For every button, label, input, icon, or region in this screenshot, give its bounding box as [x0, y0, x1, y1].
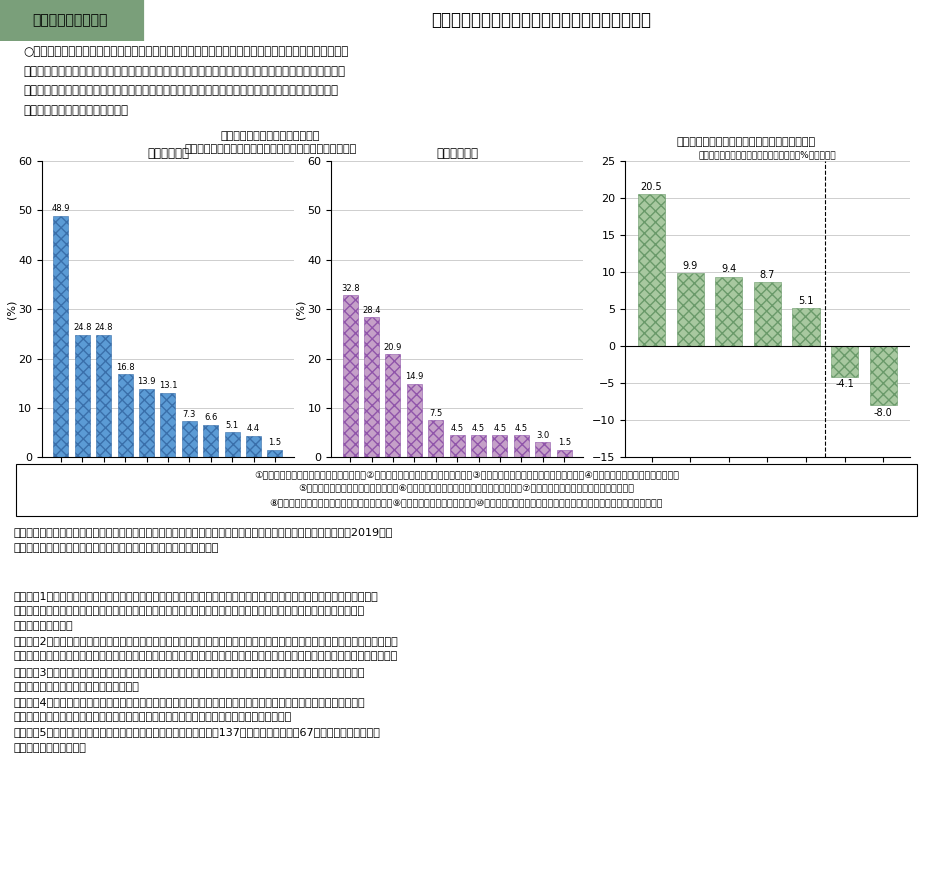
Bar: [268, 450, 283, 457]
Text: 1.5: 1.5: [269, 438, 282, 448]
Title: （「人手不足企業」－「人手適当企業」・%ポイント）: （「人手不足企業」－「人手適当企業」・%ポイント）: [699, 150, 836, 159]
Text: 4.5: 4.5: [515, 423, 528, 433]
Text: （注）　1）「３年先を見据えた際に労働生産性の向上に取り組む予定か」という問に対して、「ほとんど取り組まない」
　　　　　「取り組まない・取り組めない」と回答し: （注） 1）「３年先を見据えた際に労働生産性の向上に取り組む予定か」という問に対…: [14, 591, 398, 753]
Text: 資料出所　（独）労働政策研究・研修機構「人手不足等をめぐる現状と働き方等に関する調査（企業調査票）」（2019年）
　　　　　の個票を厚生労働省政策統括官付政策: 資料出所 （独）労働政策研究・研修機構「人手不足等をめぐる現状と働き方等に関する…: [14, 527, 394, 553]
Bar: [514, 436, 529, 457]
Text: 16.8: 16.8: [116, 363, 134, 372]
Bar: [536, 442, 550, 457]
Title: 人手適当企業: 人手適当企業: [436, 147, 479, 160]
Bar: [716, 277, 743, 347]
Y-axis label: (%): (%): [7, 300, 17, 319]
Bar: [203, 425, 218, 457]
Text: 第２－（１）－９図: 第２－（１）－９図: [33, 13, 107, 28]
Bar: [96, 334, 111, 457]
Text: 13.1: 13.1: [159, 381, 177, 390]
Text: 24.8: 24.8: [94, 323, 113, 333]
Bar: [364, 317, 379, 457]
Bar: [676, 273, 703, 347]
Text: 4.5: 4.5: [451, 423, 464, 433]
Bar: [471, 436, 486, 457]
Text: ①有効な取り組み方法が分からないため、②段階的に事業廃止を進めていくため、③事業の方向性を見直す予定であるため、④日々の業務遂行で精一杯のため、
⑤ノウハウを持: ①有効な取り組み方法が分からないため、②段階的に事業廃止を進めていくため、③事業…: [254, 470, 679, 507]
Text: 20.9: 20.9: [383, 342, 402, 352]
FancyBboxPatch shape: [0, 0, 145, 41]
Text: 1.5: 1.5: [558, 438, 571, 448]
Bar: [870, 347, 897, 406]
Bar: [407, 384, 422, 457]
Text: 20.5: 20.5: [641, 182, 662, 192]
Bar: [342, 295, 357, 457]
Text: （１）人手の過不足状況別にみた: （１）人手の過不足状況別にみた: [221, 131, 320, 141]
Text: 労働生産性の向上に取り組めない理由等について: 労働生産性の向上に取り組めない理由等について: [431, 11, 651, 30]
Bar: [160, 393, 175, 457]
Bar: [53, 216, 68, 457]
Bar: [225, 432, 240, 457]
Text: 28.4: 28.4: [362, 306, 381, 314]
Text: 14.9: 14.9: [405, 372, 424, 381]
Bar: [792, 308, 819, 347]
Text: 4.5: 4.5: [494, 423, 507, 433]
Text: 24.8: 24.8: [73, 323, 91, 333]
Text: 9.9: 9.9: [683, 260, 698, 271]
Y-axis label: (%): (%): [296, 300, 306, 319]
Bar: [139, 388, 154, 457]
Bar: [428, 421, 443, 457]
Text: 3.0: 3.0: [536, 431, 550, 440]
Text: 6.6: 6.6: [204, 413, 217, 422]
Text: 9.4: 9.4: [721, 265, 736, 274]
Bar: [118, 375, 132, 457]
Text: 13.9: 13.9: [137, 377, 156, 386]
Bar: [638, 194, 665, 347]
Text: -4.1: -4.1: [835, 379, 854, 388]
Bar: [754, 282, 781, 347]
Text: 4.5: 4.5: [472, 423, 485, 433]
Bar: [493, 436, 508, 457]
Text: ○　労働生産性の向上に取り組めない企業の理由等をみると、人手の過不足感にかかわらず、「日々の
　業務遂行で精一杯のため」「有効な取組方法が分からないため」を挙げ: ○ 労働生産性の向上に取り組めない企業の理由等をみると、人手の過不足感にかかわら…: [23, 45, 348, 117]
Text: 4.4: 4.4: [247, 424, 260, 433]
Bar: [831, 347, 858, 376]
Text: 5.1: 5.1: [226, 421, 239, 429]
Title: 人手不足企業: 人手不足企業: [146, 147, 189, 160]
Bar: [450, 436, 465, 457]
Text: 32.8: 32.8: [341, 284, 359, 293]
Text: 48.9: 48.9: [51, 205, 70, 213]
Bar: [182, 422, 197, 457]
Text: ３年先を見据えて、労働生産性向上に取り組めない理由等: ３年先を見据えて、労働生産性向上に取り組めない理由等: [185, 144, 356, 154]
Bar: [557, 450, 572, 457]
Text: （２）人手不足企業と人手適当企業のギャップ: （２）人手不足企業と人手適当企業のギャップ: [676, 137, 816, 146]
Text: 7.3: 7.3: [183, 409, 196, 419]
Text: -8.0: -8.0: [874, 408, 893, 418]
FancyBboxPatch shape: [16, 464, 917, 516]
Text: 5.1: 5.1: [799, 296, 814, 307]
Bar: [75, 334, 90, 457]
Text: 8.7: 8.7: [759, 270, 775, 280]
Bar: [385, 354, 400, 457]
Bar: [246, 436, 261, 457]
Text: 7.5: 7.5: [429, 408, 442, 418]
